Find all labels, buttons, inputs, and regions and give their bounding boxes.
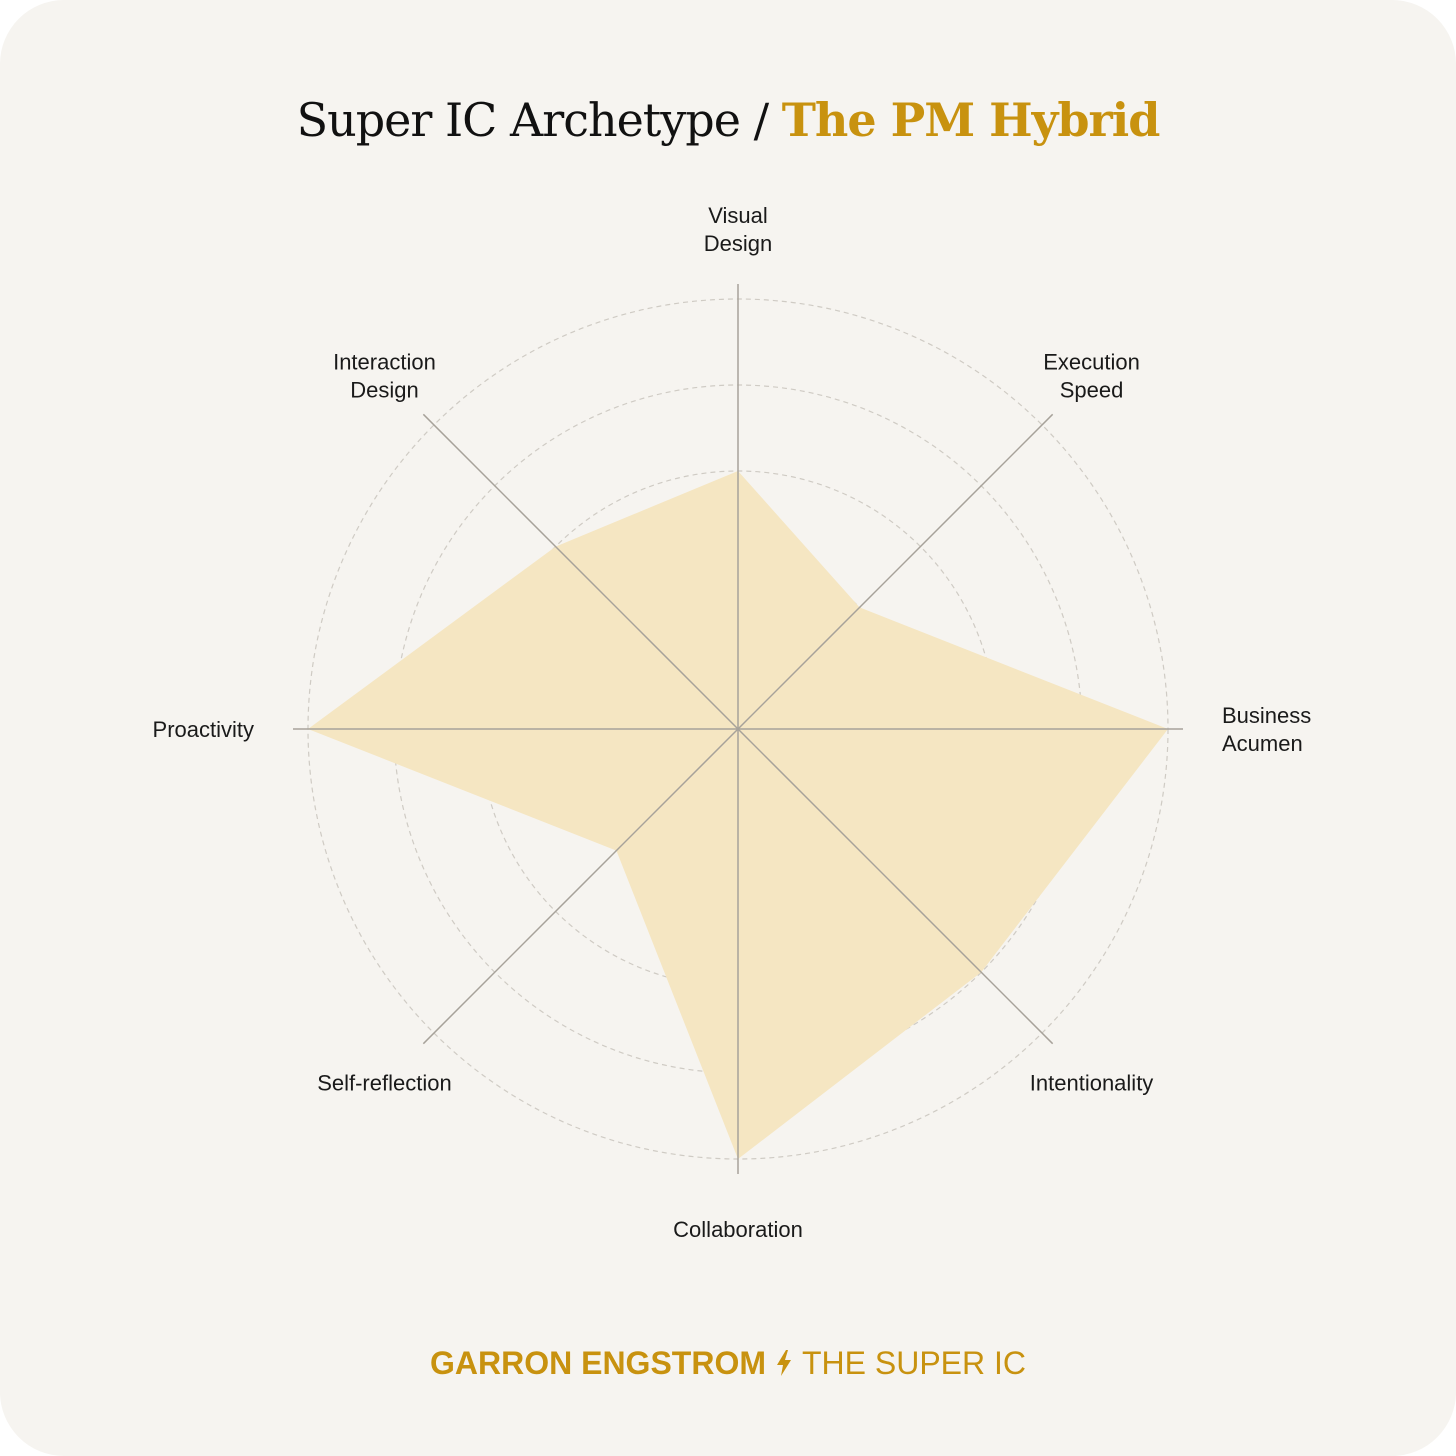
axis-label-line: Interaction	[333, 349, 436, 374]
title-accent: The PM Hybrid	[781, 93, 1161, 147]
axis-label: Business Acumen	[1222, 703, 1311, 756]
axis-spoke	[422, 413, 739, 730]
axis-label-line: Business	[1222, 703, 1311, 728]
axis-spoke	[737, 413, 1054, 730]
axis-label-line: Intentionality	[1030, 1071, 1154, 1096]
axis-label-line: Acumen	[1222, 731, 1303, 756]
axis-spoke	[737, 728, 1054, 1045]
axis-label-line: Design	[704, 231, 772, 256]
axis-label: Execution Speed	[1043, 349, 1140, 402]
axis-spoke	[422, 728, 739, 1045]
lightning-bolt-icon	[776, 1349, 791, 1376]
axis-label-line: Visual	[708, 203, 768, 228]
axis-label: Visual Design	[704, 203, 772, 256]
title-prefix: Super IC Archetype /	[296, 93, 782, 147]
footer-author: GARRON ENGSTROM	[429, 1345, 766, 1381]
axis-label-line: Proactivity	[153, 717, 254, 742]
axis-label: Interaction Design	[333, 349, 436, 402]
axis-label: Self-reflection	[317, 1071, 452, 1096]
axis-label-line: Self-reflection	[317, 1071, 452, 1096]
axis-label: Intentionality	[1030, 1071, 1154, 1096]
footer-brand: GARRON ENGSTROM THE SUPER IC	[0, 1338, 1456, 1388]
axis-label-line: Speed	[1060, 377, 1124, 402]
axis-label: Proactivity	[153, 717, 254, 742]
chart-title: Super IC Archetype / The PM Hybrid	[0, 88, 1456, 152]
axis-label: Collaboration	[673, 1217, 803, 1242]
axis-label-line: Collaboration	[673, 1217, 803, 1242]
footer-publication: THE SUPER IC	[801, 1345, 1027, 1381]
axis-label-line: Execution	[1043, 349, 1140, 374]
axis-label-line: Design	[350, 377, 418, 402]
